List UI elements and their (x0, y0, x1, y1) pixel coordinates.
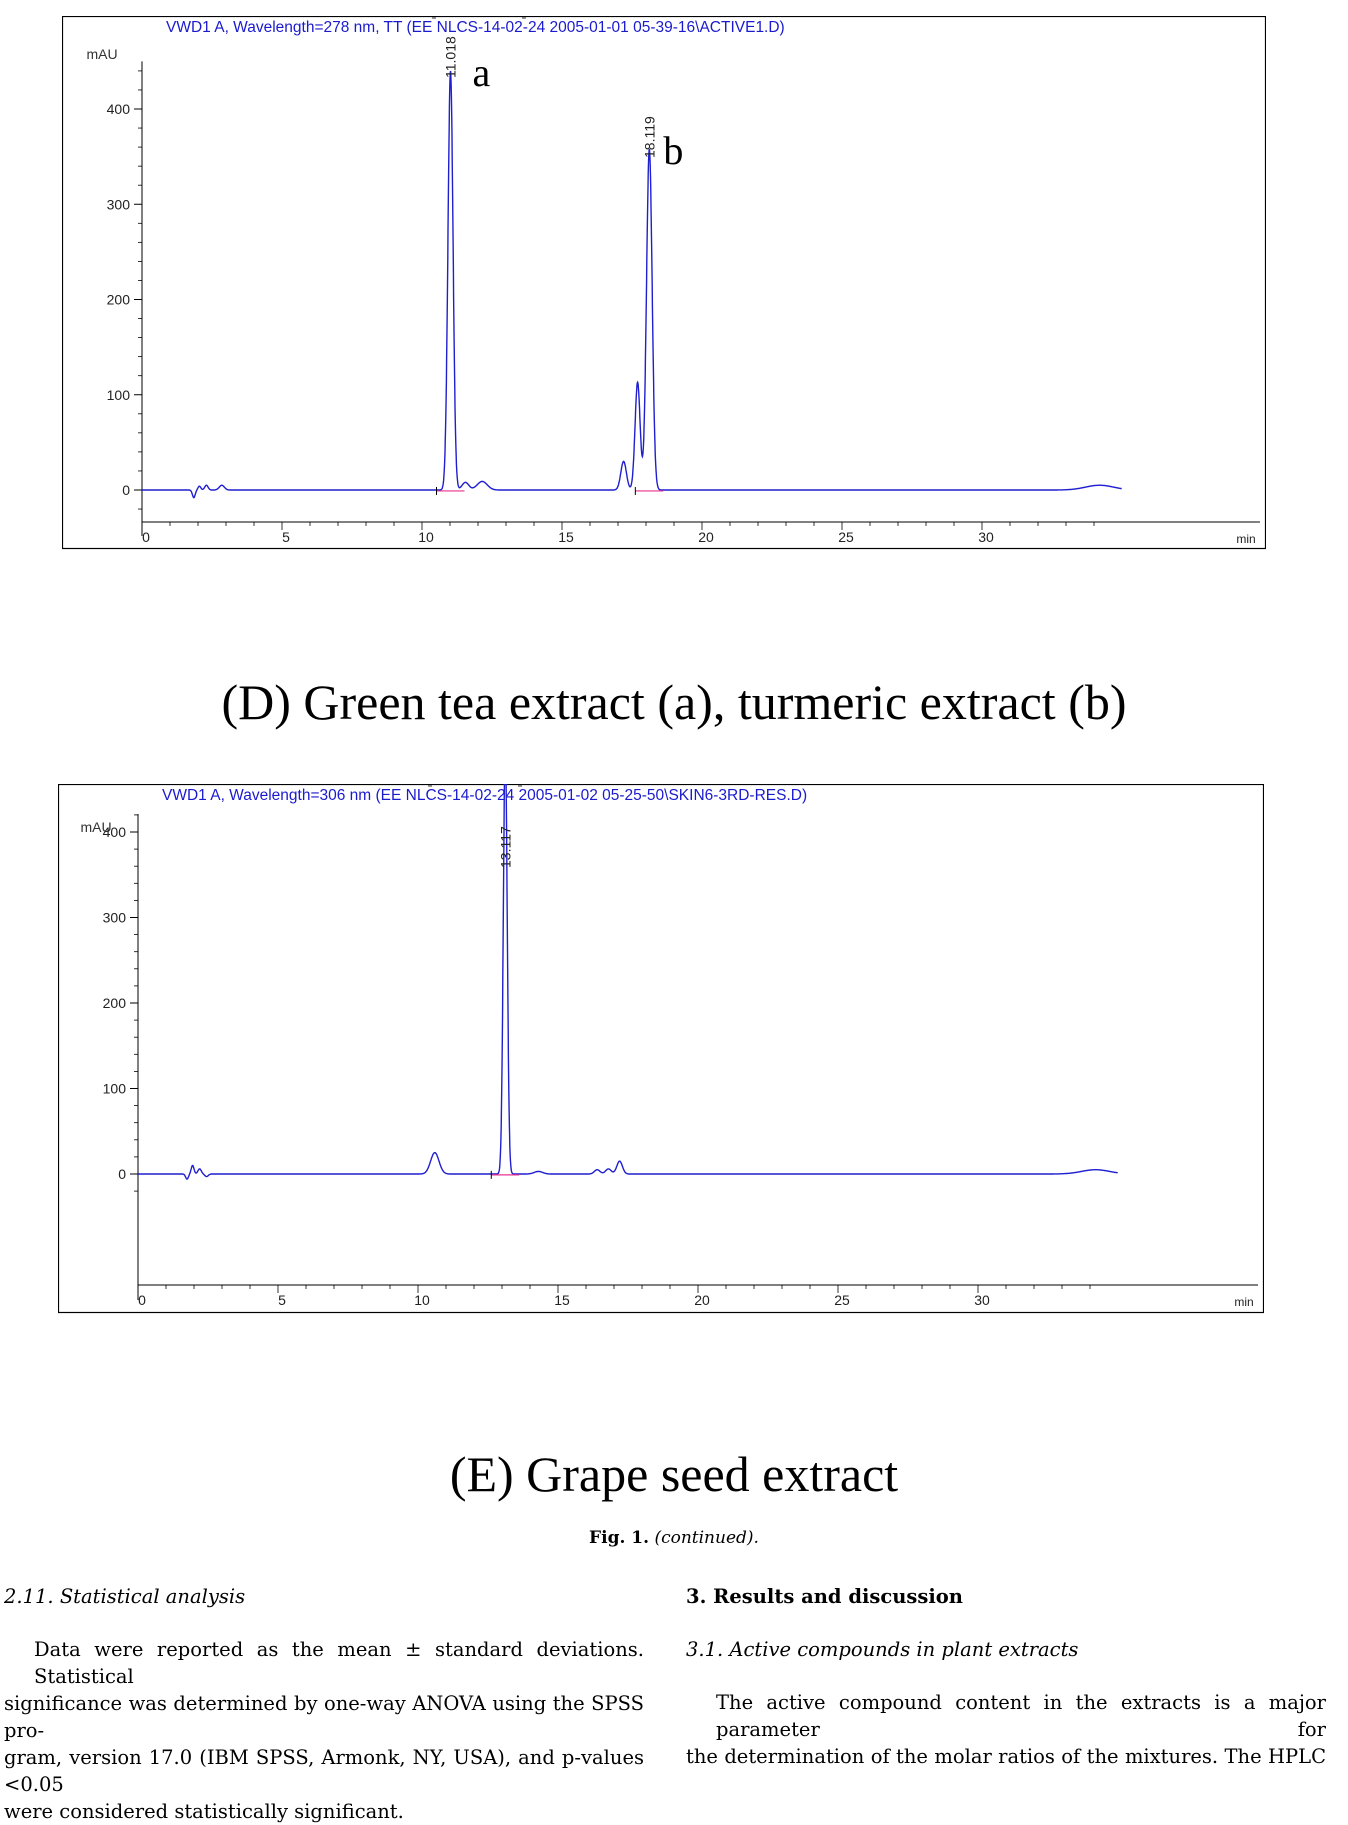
y-tick-label: 0 (122, 482, 130, 498)
peak-letter-label: b (663, 128, 683, 173)
y-tick-label: 300 (107, 196, 131, 212)
chromatogram-trace (138, 784, 1118, 1180)
peak-retention-label: 18.119 (641, 116, 657, 158)
y-tick-label: 100 (107, 387, 131, 403)
y-tick-label: 300 (103, 910, 127, 926)
x-axis-unit: min (1234, 1295, 1253, 1309)
x-tick-label: 15 (554, 1292, 570, 1308)
panel-caption-e: (E) Grape seed extract (449, 1446, 899, 1502)
plot-frame (62, 16, 1266, 550)
left-column: 2.11. Statistical analysis Data were rep… (4, 1583, 644, 1825)
chromatogram-d: VWD1 A, Wavelength=278 nm, TT (EE NLCS-1… (62, 16, 1266, 626)
section-heading-results: 3. Results and discussion (686, 1585, 963, 1608)
y-tick-label: 100 (103, 1081, 127, 1097)
x-tick-label: 25 (838, 529, 854, 545)
y-axis-unit: mAU (86, 46, 117, 62)
x-tick-label: 20 (698, 529, 714, 545)
peak-letter-label: a (473, 50, 491, 95)
x-tick-label: 10 (414, 1292, 430, 1308)
text-line: gram, version 17.0 (IBM SPSS, Armonk, NY… (4, 1746, 644, 1796)
chromatogram-d-svg: VWD1 A, Wavelength=278 nm, TT (EE NLCS-1… (62, 16, 1266, 550)
x-tick-label: 15 (558, 529, 574, 545)
paragraph-results: The active compound content in the extra… (686, 1689, 1326, 1770)
x-axis-unit: min (1236, 532, 1255, 546)
text-line: Data were reported as the mean ± standar… (34, 1638, 644, 1688)
text-line: were considered statistically significan… (4, 1800, 404, 1823)
peak-retention-label: 11.018 (443, 36, 459, 78)
x-tick-label: 0 (138, 1292, 146, 1308)
chart-header: VWD1 A, Wavelength=278 nm, TT (EE NLCS-1… (166, 19, 785, 36)
figure-label: Fig. 1. (589, 1528, 650, 1548)
text-line: significance was determined by one-way A… (4, 1692, 644, 1742)
y-tick-label: 0 (118, 1166, 126, 1182)
plot-frame (58, 784, 1264, 1314)
chromatogram-trace (142, 70, 1122, 499)
y-tick-label: 200 (107, 292, 131, 308)
panel-caption-d: (D) Green tea extract (a), turmeric extr… (221, 674, 1127, 730)
x-tick-label: 5 (278, 1292, 286, 1308)
text-line: the determination of the molar ratios of… (686, 1745, 1326, 1768)
y-axis-unit: mAU (80, 819, 111, 835)
y-tick-label: 200 (103, 995, 127, 1011)
x-tick-label: 10 (418, 529, 434, 545)
x-tick-label: 0 (142, 529, 150, 545)
figure-caption: Fig. 1. (continued). (0, 1528, 1348, 1548)
y-tick-label: 400 (103, 824, 127, 840)
x-tick-label: 30 (978, 529, 994, 545)
paragraph-statistics: Data were reported as the mean ± standar… (4, 1636, 644, 1825)
x-tick-label: 5 (282, 529, 290, 545)
text-line: The active compound content in the extra… (716, 1691, 1326, 1741)
chromatogram-e: VWD1 A, Wavelength=306 nm (EE NLCS-14-02… (58, 784, 1264, 1396)
subsection-heading-active-compounds: 3.1. Active compounds in plant extracts (686, 1638, 1079, 1661)
x-tick-label: 25 (834, 1292, 850, 1308)
chromatogram-e-svg: VWD1 A, Wavelength=306 nm (EE NLCS-14-02… (58, 784, 1264, 1314)
peak-retention-label: 13.117 (497, 826, 513, 868)
x-tick-label: 20 (694, 1292, 710, 1308)
chart-header: VWD1 A, Wavelength=306 nm (EE NLCS-14-02… (162, 787, 807, 804)
x-tick-label: 30 (974, 1292, 990, 1308)
section-heading-statistics: 2.11. Statistical analysis (4, 1585, 246, 1608)
right-column: 3. Results and discussion 3.1. Active co… (686, 1583, 1326, 1770)
y-tick-label: 400 (107, 101, 131, 117)
figure-note: (continued). (654, 1528, 759, 1548)
